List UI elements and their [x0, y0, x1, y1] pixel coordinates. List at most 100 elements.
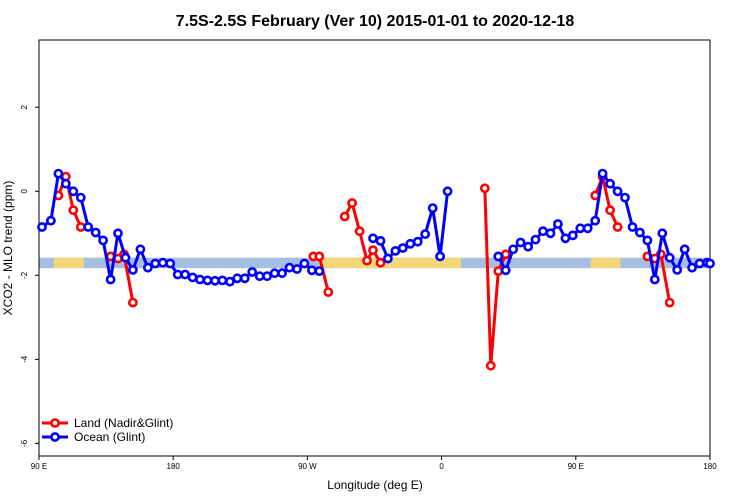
land-highlight-0 [53, 257, 84, 269]
data-point [515, 237, 526, 248]
data-point [649, 274, 660, 285]
data-point [679, 244, 690, 255]
legend-marker [50, 418, 60, 428]
data-point [705, 258, 715, 269]
data-point [694, 258, 705, 269]
data-point [232, 273, 243, 284]
plot-frame [38, 39, 711, 457]
data-point [354, 226, 365, 237]
data-point [68, 186, 79, 197]
data-point [98, 235, 108, 246]
data-point [375, 235, 386, 246]
data-point [597, 168, 608, 179]
data-point [277, 268, 287, 279]
data-point [427, 203, 438, 213]
data-point [239, 273, 250, 284]
y-tick-label: 2 [20, 104, 29, 109]
data-point [642, 235, 653, 246]
data-point [553, 219, 563, 229]
x-tick-label: 90 W [298, 462, 317, 471]
legend-marker [50, 432, 60, 442]
data-point [323, 287, 334, 297]
data-point [567, 230, 578, 241]
data-point [202, 275, 213, 286]
data-point [217, 275, 228, 286]
data-point [582, 223, 593, 234]
data-point [530, 234, 541, 245]
y-tick-label: -4 [20, 355, 29, 363]
x-axis-label: Longitude (deg E) [327, 478, 422, 492]
land-highlight-2 [590, 257, 621, 269]
data-point [90, 227, 101, 238]
data-point [165, 258, 176, 269]
data-point [382, 253, 393, 264]
data-point [339, 211, 350, 222]
data-point [299, 258, 310, 269]
data-point [635, 227, 645, 238]
data-point [157, 257, 168, 268]
series-ocean [37, 168, 715, 287]
x-tick-label: 180 [167, 462, 181, 471]
data-point [420, 229, 431, 239]
data-point [538, 226, 548, 237]
data-point [37, 222, 47, 232]
data-point [479, 183, 490, 194]
y-tick-label: 0 [20, 188, 29, 193]
data-point [435, 251, 445, 262]
data-point [113, 228, 123, 239]
legend: Land (Nadir&Glint)Ocean (Glint) [42, 416, 173, 444]
data-point [500, 265, 511, 276]
data-point [262, 271, 272, 282]
data-point [105, 274, 116, 285]
data-point [120, 252, 131, 263]
data-point [314, 251, 325, 262]
data-point [605, 205, 615, 216]
data-point [612, 222, 623, 232]
data-point [442, 186, 453, 197]
data-point [224, 276, 235, 287]
data-point [362, 255, 372, 266]
land-highlights [53, 257, 621, 269]
data-point [75, 192, 86, 203]
data-point [60, 178, 71, 189]
data-point [545, 228, 556, 239]
data-point [412, 236, 423, 247]
y-tick-label: -6 [20, 439, 29, 447]
y-tick-label: -2 [20, 271, 29, 279]
data-point [306, 265, 317, 276]
x-tick-label: 90 E [31, 462, 47, 471]
legend-label: Ocean (Glint) [74, 430, 145, 444]
data-point [375, 257, 386, 268]
data-point [292, 264, 302, 274]
data-point [590, 215, 601, 226]
data-point [247, 267, 258, 277]
data-point [195, 274, 205, 285]
series-layer [37, 168, 715, 371]
data-point [397, 243, 408, 253]
data-point [142, 262, 153, 273]
land-highlight-1 [319, 257, 461, 269]
data-point [605, 178, 615, 189]
data-point [150, 258, 161, 269]
data-point [627, 222, 638, 232]
data-point [672, 264, 683, 275]
x-tick-label: 0 [439, 462, 444, 471]
data-point [269, 268, 280, 279]
data-point [664, 252, 675, 263]
data-point [284, 262, 295, 273]
data-point [493, 266, 504, 276]
y-axis-label: XCO2 - MLO trend (ppm) [1, 181, 15, 316]
legend-label: Land (Nadir&Glint) [74, 416, 173, 430]
data-point [127, 264, 138, 275]
data-point [657, 228, 668, 239]
chart-title: 7.5S-2.5S February (Ver 10) 2015-01-01 t… [176, 13, 575, 30]
x-tick-label: 90 E [568, 462, 584, 471]
x-tick-label: 180 [703, 462, 717, 471]
data-point [53, 168, 64, 179]
data-point [368, 233, 378, 244]
data-point [127, 297, 138, 308]
data-point [347, 198, 357, 208]
data-point [664, 297, 675, 308]
data-point [523, 241, 533, 252]
